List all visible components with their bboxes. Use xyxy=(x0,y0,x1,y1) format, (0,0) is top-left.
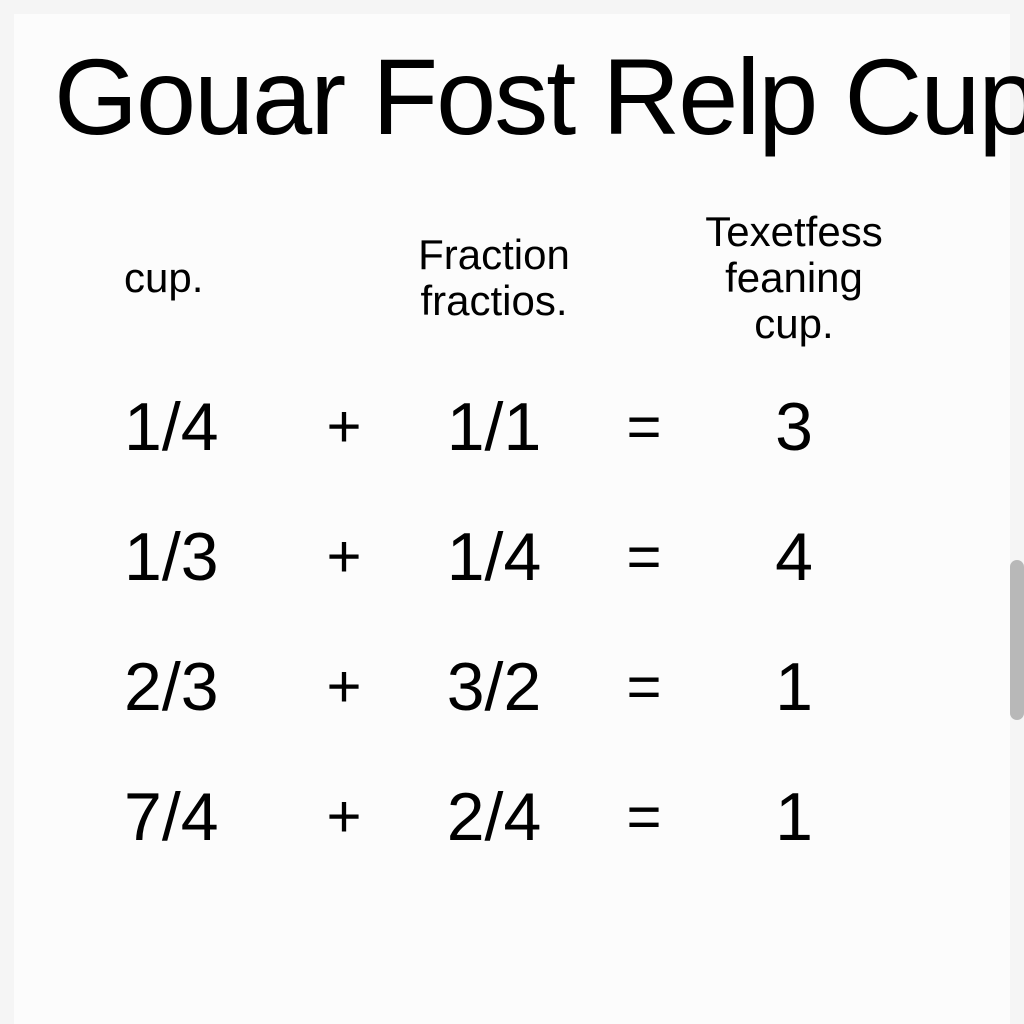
scrollbar-thumb[interactable] xyxy=(1010,560,1024,720)
cell-a: 2/3 xyxy=(104,648,304,726)
table-row: 1/3 + 1/4 = 4 xyxy=(104,518,970,596)
operator-equals: = xyxy=(604,652,684,721)
operator-plus: + xyxy=(304,782,384,851)
cell-c: 3 xyxy=(684,388,904,466)
cell-c: 1 xyxy=(684,648,904,726)
cell-b: 2/4 xyxy=(384,778,604,856)
operator-equals: = xyxy=(604,782,684,851)
table-row: 7/4 + 2/4 = 1 xyxy=(104,778,970,856)
cell-a: 7/4 xyxy=(104,778,304,856)
operator-equals: = xyxy=(604,392,684,461)
cell-b: 3/2 xyxy=(384,648,604,726)
cell-c: 4 xyxy=(684,518,904,596)
table-headers: cup. Fractionfractios. Texetfessfeaningc… xyxy=(54,209,970,348)
table-rows: 1/4 + 1/1 = 3 1/3 + 1/4 = 4 2/3 + 3/2 = … xyxy=(54,388,970,856)
header-col2: Fractionfractios. xyxy=(384,232,604,324)
header-col1: cup. xyxy=(104,255,304,301)
cell-b: 1/4 xyxy=(384,518,604,596)
table-row: 1/4 + 1/1 = 3 xyxy=(104,388,970,466)
page-container: Gouar Fost Relp Cup cup. Fractionfractio… xyxy=(14,14,1010,1024)
table-row: 2/3 + 3/2 = 1 xyxy=(104,648,970,726)
cell-a: 1/3 xyxy=(104,518,304,596)
operator-plus: + xyxy=(304,522,384,591)
header-col3: Texetfessfeaningcup. xyxy=(684,209,904,348)
operator-plus: + xyxy=(304,392,384,461)
page-title: Gouar Fost Relp Cup xyxy=(54,34,970,159)
cell-a: 1/4 xyxy=(104,388,304,466)
operator-equals: = xyxy=(604,522,684,591)
operator-plus: + xyxy=(304,652,384,721)
cell-c: 1 xyxy=(684,778,904,856)
cell-b: 1/1 xyxy=(384,388,604,466)
